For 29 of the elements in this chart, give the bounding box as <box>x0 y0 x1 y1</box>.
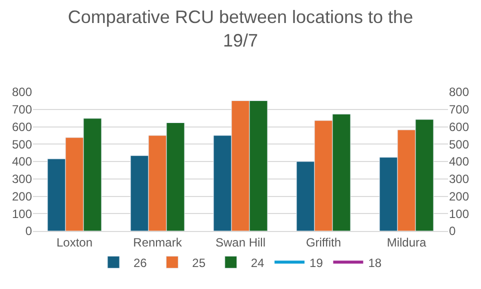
x-tick-label: Swan Hill <box>215 235 266 250</box>
legend-label: 19 <box>310 256 324 270</box>
legend-label: 24 <box>250 256 265 270</box>
y2-tick-label: 500 <box>449 137 470 152</box>
y2-tick-label: 300 <box>449 172 470 186</box>
x-tick-label: Loxton <box>56 235 93 250</box>
y2-tick-label: 200 <box>449 189 470 204</box>
legend-label: 26 <box>134 256 148 270</box>
y-tick-label: 600 <box>12 120 32 134</box>
y-tick-label: 200 <box>12 189 32 204</box>
y2-tick-label: 400 <box>449 154 470 169</box>
y2-tick-label: 800 <box>449 85 470 100</box>
y-tick-label: 400 <box>12 154 32 169</box>
y-tick-label: 100 <box>12 206 32 221</box>
y-tick-label: 800 <box>12 85 32 100</box>
y-tick-label: 300 <box>12 172 32 186</box>
legend-label: 25 <box>192 256 206 270</box>
y-tick-label: 500 <box>12 137 32 152</box>
y2-tick-label: 700 <box>449 102 470 117</box>
y-tick-label: 700 <box>12 102 32 117</box>
y2-tick-label: 600 <box>449 120 470 134</box>
x-tick-label: Renmark <box>133 235 183 250</box>
y2-tick-label: 100 <box>449 206 470 221</box>
chart-title: Comparative RCU between locations to the 19/7 <box>68 7 414 51</box>
y2-tick-label: 0 <box>449 224 456 238</box>
x-tick-label: Griffith <box>306 235 342 250</box>
x-tick-label: Mildura <box>386 235 426 250</box>
y-tick-label: 0 <box>25 224 32 238</box>
legend-label: 18 <box>368 256 382 270</box>
